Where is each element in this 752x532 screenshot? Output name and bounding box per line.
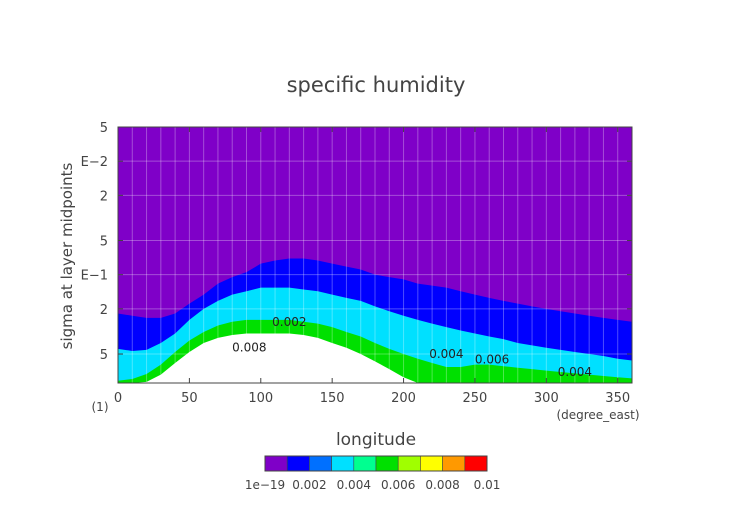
colorbar-swatch [331, 455, 355, 472]
colorbar: 1e−19 0.002 0.004 0.006 0.008 0.01 [245, 455, 501, 492]
x-tick-label: 50 [181, 391, 198, 406]
colorbar-swatch [464, 455, 488, 472]
colorbar-swatch [397, 455, 421, 472]
x-axis-label: longitude [336, 430, 416, 450]
chart-title: specific humidity [287, 73, 466, 97]
plot-area [118, 127, 632, 383]
colorbar-swatch [286, 455, 310, 472]
x-axis-ticks: 0 50 100 150 200 250 300 350 [114, 127, 630, 406]
y-axis-label: sigma at layer midpoints [58, 162, 76, 349]
grid-lines [118, 126, 632, 383]
colorbar-swatch [442, 455, 466, 472]
contour-label: 0.002 [272, 315, 306, 329]
colorbar-tick-label: 0.01 [474, 478, 501, 492]
y-tick-label: 2 [100, 189, 108, 204]
colorbar-tick-label: 0.008 [425, 478, 459, 492]
x-tick-label: 250 [463, 391, 488, 406]
contour-labels: 0.002 0.008 0.004 0.006 0.004 [232, 315, 592, 379]
y-tick-label: 2 [100, 303, 108, 318]
colorbar-frame [264, 455, 488, 472]
x-tick-label: 0 [114, 391, 122, 406]
x-tick-label: 350 [605, 391, 630, 406]
y-axis-ticks: 5 E−2 2 5 E−1 2 5 [81, 121, 632, 363]
colorbar-tick-label: 1e−19 [245, 478, 285, 492]
x-tick-label: 100 [248, 391, 273, 406]
contour-label: 0.004 [429, 347, 463, 361]
plot-frame [117, 126, 633, 384]
y-tick-label: 5 [100, 121, 108, 136]
contour-label: 0.004 [558, 365, 592, 379]
x-tick-label: 200 [391, 391, 416, 406]
x-tick-label: 150 [320, 391, 345, 406]
y-tick-label: E−2 [81, 155, 108, 170]
colorbar-tick-label: 0.006 [381, 478, 415, 492]
contour-label: 0.008 [232, 341, 266, 355]
colorbar-swatch [309, 455, 332, 472]
x-axis-unit: (degree_east) [556, 408, 639, 422]
colorbar-tick-label: 0.004 [337, 478, 371, 492]
humidity-band-above-0.009 [118, 333, 632, 383]
y-corner-label: (1) [92, 400, 109, 414]
y-tick-label: 5 [100, 348, 108, 363]
x-tick-label: 300 [534, 391, 559, 406]
colorbar-swatch [420, 455, 443, 472]
colorbar-swatch [264, 455, 288, 472]
contour-label: 0.006 [475, 353, 509, 367]
colorbar-swatch [375, 455, 399, 472]
colorbar-swatch [353, 455, 377, 472]
y-tick-label: E−1 [81, 269, 108, 284]
y-tick-label: 5 [100, 235, 108, 250]
colorbar-tick-label: 0.002 [292, 478, 326, 492]
